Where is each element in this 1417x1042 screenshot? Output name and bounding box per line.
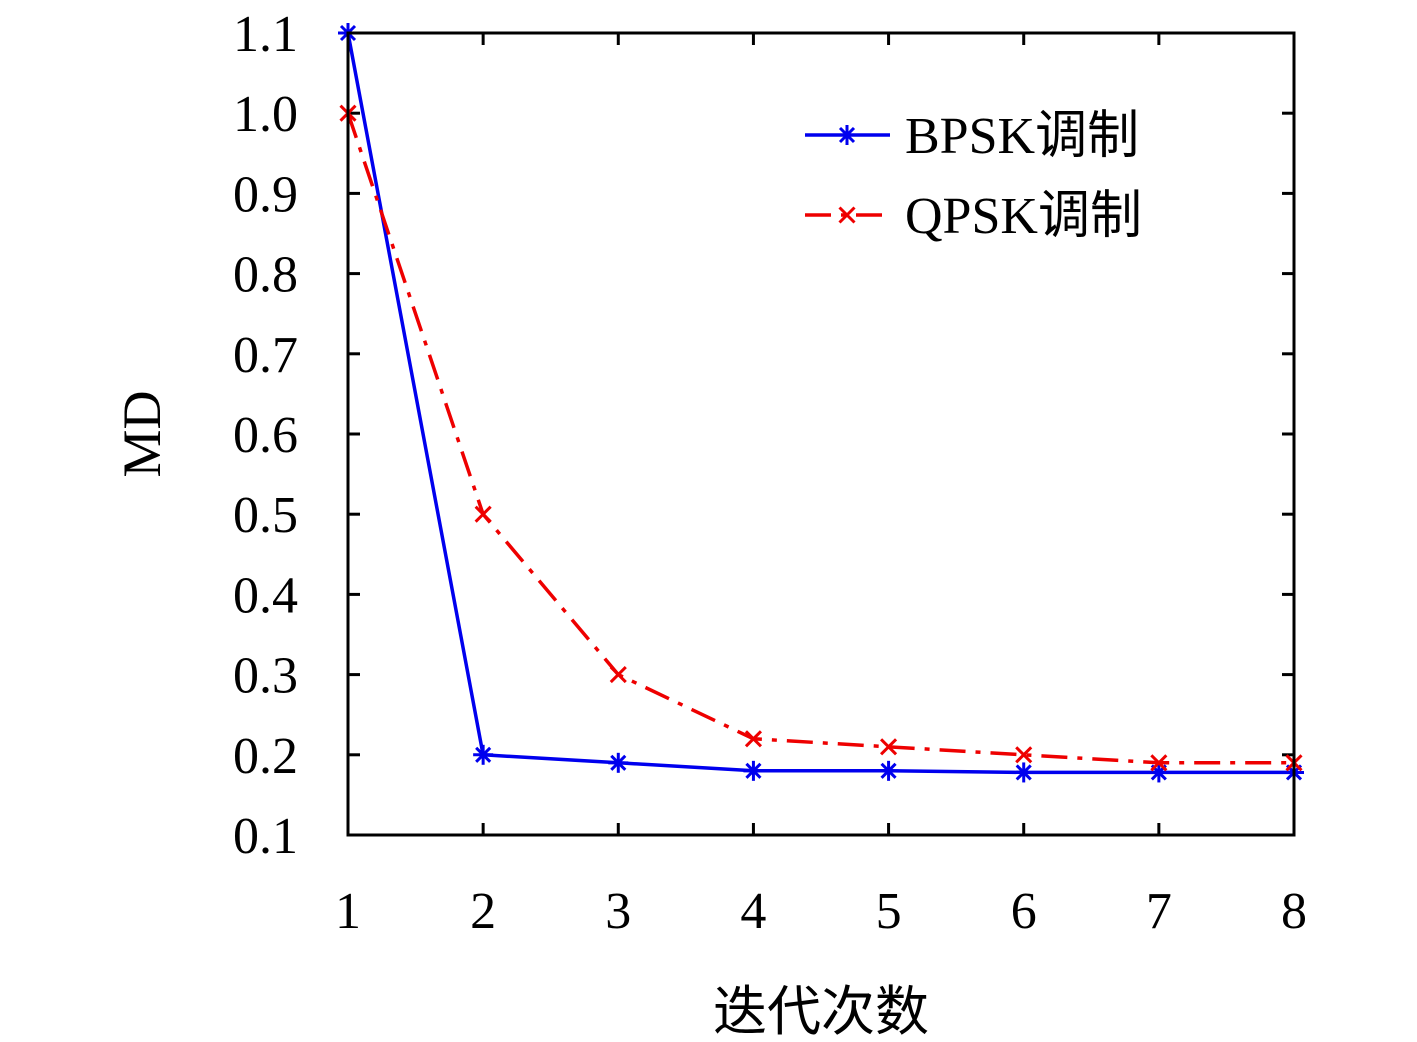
asterisk-marker xyxy=(608,752,629,773)
x-tick-label: 4 xyxy=(740,883,766,940)
x-tick-label: 8 xyxy=(1281,883,1307,940)
plot-frame xyxy=(346,31,1296,837)
y-axis-title: MD xyxy=(112,390,172,477)
x-marker xyxy=(838,206,856,224)
y-tick-label: 0.8 xyxy=(233,247,298,304)
x-tick-label: 3 xyxy=(605,883,631,940)
x-tick-label: 7 xyxy=(1146,883,1172,940)
series-line-1 xyxy=(346,32,1294,775)
x-axis-title: 迭代次数 xyxy=(713,982,929,1042)
series-line-2 xyxy=(346,112,1294,765)
tick-labels: 1 2 3 4 5 6 7 8 0.1 0.2 0.3 0.4 0.5 0.6 0.7 0.8 0.9 1.0 1.… xyxy=(233,6,1307,940)
y-tick-label: 0.2 xyxy=(233,728,298,785)
y-tick-label: 1.0 xyxy=(233,86,298,143)
x-marker xyxy=(1150,754,1168,772)
asterisk-marker xyxy=(1013,762,1034,783)
y-tick-label: 0.7 xyxy=(233,327,298,384)
asterisk-marker xyxy=(1148,762,1169,783)
asterisk-marker xyxy=(473,744,494,765)
x-marker xyxy=(609,666,627,684)
asterisk-marker xyxy=(878,760,899,781)
legend: BPSK调制 QPSK调制 xyxy=(805,108,1142,245)
asterisk-marker xyxy=(743,760,764,781)
legend-label-1: BPSK调制 xyxy=(905,108,1139,165)
x-marker xyxy=(474,505,492,523)
x-tick-label: 5 xyxy=(876,883,902,940)
x-marker xyxy=(744,730,762,748)
y-tick-label: 0.6 xyxy=(233,407,298,464)
x-tick-label: 2 xyxy=(470,883,496,940)
x-marker xyxy=(880,738,898,756)
axis-ticks xyxy=(346,31,1296,837)
x-tick-label: 6 xyxy=(1011,883,1037,940)
legend-label-2: QPSK调制 xyxy=(905,188,1142,245)
x-marker xyxy=(1015,746,1033,764)
x-tick-label: 1 xyxy=(335,883,361,940)
asterisk-marker xyxy=(837,125,857,145)
y-tick-label: 0.3 xyxy=(233,648,298,705)
y-tick-label: 0.5 xyxy=(233,487,298,544)
y-tick-label: 0.1 xyxy=(233,808,298,865)
y-tick-label: 0.9 xyxy=(233,166,298,223)
y-tick-label: 0.4 xyxy=(233,567,298,624)
y-tick-label: 1.1 xyxy=(233,6,298,63)
series-lines xyxy=(338,23,1304,783)
